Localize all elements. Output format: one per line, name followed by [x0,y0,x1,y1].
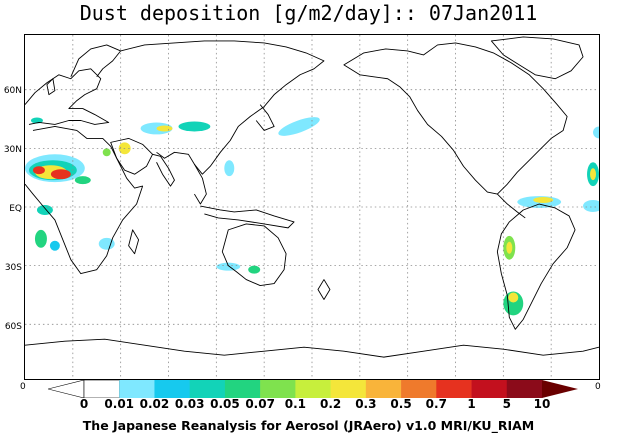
uk-coastline [46,78,56,96]
colorbar-segment [365,380,402,398]
colorbar-right-edge-label: 0 [595,382,601,392]
colorbar-tick-label: 0.2 [319,397,342,411]
colorbar-tick-label: 0.03 [174,397,205,411]
central-america-coastline [497,193,526,219]
colorbar-segment [506,380,543,398]
map-panel [24,34,600,380]
colorbar-segment [83,380,120,398]
madagascar-coastline [128,229,140,255]
lat-label-eq: EQ [9,204,22,214]
indonesia-coastline [200,205,295,229]
colorbar-segment [295,380,331,398]
colorbar [48,380,578,398]
colorbar-segment [154,380,190,398]
colorbar-tick-label: 0.7 [425,397,447,411]
north-america-coastline [343,42,568,195]
colorbar-tick-label: 0.3 [355,397,377,411]
lat-label-60n: 60N [3,86,22,96]
antarctica-coastline [25,338,599,358]
colorbar-high-extension [542,380,578,398]
colorbar-labels: 0 0.01 0.02 0.03 0.05 0.07 0.1 0.2 0.3 0.5 0.7 1 5 10 [48,397,588,413]
colorbar-segment [436,380,472,398]
colorbar-tick-label: 1 [467,397,476,411]
europe-coastline [25,68,110,125]
colorbar-tick-label: 0.05 [210,397,240,411]
colorbar-tick-label: 0.01 [104,397,135,411]
colorbar-tick-label: 0.1 [284,397,307,411]
colorbar-left-edge-label: 0 [20,382,26,392]
colorbar-tick-label: 0.07 [245,397,275,411]
colorbar-tick-label: 0 [79,397,89,411]
indochina-coastline [194,164,207,205]
colorbar-segment [401,380,437,398]
colorbar-segment [260,380,296,398]
footer-credit: The Japanese Reanalysis for Aerosol (JRA… [82,418,535,433]
map-title: Dust deposition [g/m2/day]:: 07Jan2011 [79,1,538,25]
colorbar-tick-label: 0.5 [390,397,412,411]
lat-label-30s: 30S [4,263,22,273]
colorbar-tick-label: 10 [533,397,551,411]
new-zealand-coastline [317,279,331,300]
colorbar-segment [330,380,367,398]
india-coastline [152,153,175,187]
coastlines [25,36,599,358]
colorbar-segment [119,380,155,398]
colorbar-segment [471,380,508,398]
japan-coastline [255,104,275,131]
australia-coastline [221,223,287,286]
asia-coastline [120,40,325,175]
lat-label-60s: 60S [4,322,22,332]
world-map [25,35,599,379]
south-america-coastline [496,203,576,330]
greenland-coastline [490,36,584,80]
dust-deposition-field [25,117,599,316]
graticule [25,35,599,379]
colorbar-segment [224,380,261,398]
scandinavia-coastline [70,44,122,78]
colorbar-tick-label: 0.02 [139,397,170,411]
colorbar-low-extension [48,380,85,398]
lat-label-30n: 30N [3,145,22,155]
arabia-coastline [110,137,154,175]
colorbar-segment [189,380,226,398]
colorbar-tick-label: 5 [502,397,511,411]
africa-coastline [25,126,144,275]
